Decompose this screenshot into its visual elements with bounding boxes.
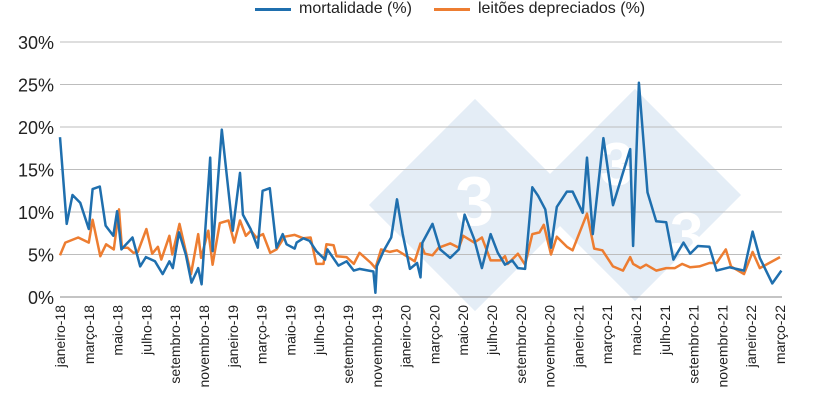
x-tick-label: julho-18: [138, 305, 154, 356]
legend-swatch-orange: [433, 7, 470, 11]
y-tick-label: 30%: [18, 33, 54, 53]
x-tick-label: janeiro-19: [225, 305, 241, 368]
y-tick-label: 10%: [18, 203, 54, 223]
x-tick-label: janeiro-22: [743, 305, 759, 368]
x-tick-label: julho-21: [657, 305, 673, 356]
series-line-leitoes-depreciados: [58, 208, 781, 276]
x-tick-label: maio-18: [110, 305, 126, 356]
x-tick-label: janeiro-18: [52, 305, 68, 368]
y-tick-label: 15%: [18, 161, 54, 181]
x-tick-label: setembro-20: [513, 305, 529, 384]
legend-label: leitões depreciados (%): [477, 0, 646, 17]
svg-text:3: 3: [600, 131, 633, 198]
x-tick-label: novembro-18: [196, 305, 212, 388]
legend-item-leitoes: leitões depreciados (%): [433, 0, 646, 18]
x-tick-label: março-21: [599, 305, 615, 364]
x-tick-label: novembro-19: [369, 305, 385, 388]
x-tick-label: janeiro-21: [570, 305, 586, 368]
watermark-logo: 3 3 3: [368, 88, 742, 312]
x-tick-label: julho-20: [484, 305, 500, 356]
x-tick-label: março-18: [81, 305, 97, 364]
x-tick-label: setembro-19: [340, 305, 356, 384]
x-tick-label: março-19: [254, 305, 270, 364]
x-tick-label: maio-21: [628, 305, 644, 356]
y-tick-label: 5%: [28, 246, 54, 266]
x-tick-label: maio-20: [455, 305, 471, 356]
legend-item-mortalidade: mortalidade (%): [255, 0, 412, 18]
x-tick-label: setembro-21: [686, 305, 702, 384]
x-tick-label: janeiro-20: [398, 305, 414, 368]
y-tick-label: 20%: [18, 118, 54, 138]
x-tick-label: março-22: [772, 305, 788, 364]
y-tick-label: 25%: [18, 76, 54, 96]
legend-swatch-blue: [255, 7, 291, 11]
legend-label: mortalidade (%): [299, 0, 412, 17]
x-tick-label: novembro-21: [714, 305, 730, 388]
y-tick-label: 0%: [28, 288, 54, 308]
x-tick-label: maio-19: [282, 305, 298, 356]
series-line-mortalidade: [58, 81, 783, 295]
legend: mortalidade (%) leitões depreciados (%): [255, 0, 667, 18]
svg-text:3: 3: [455, 162, 494, 240]
x-tick-label: setembro-18: [167, 305, 183, 384]
x-tick-label: março-20: [426, 305, 442, 364]
x-tick-label: julho-19: [311, 305, 327, 356]
x-tick-label: novembro-20: [542, 305, 558, 388]
